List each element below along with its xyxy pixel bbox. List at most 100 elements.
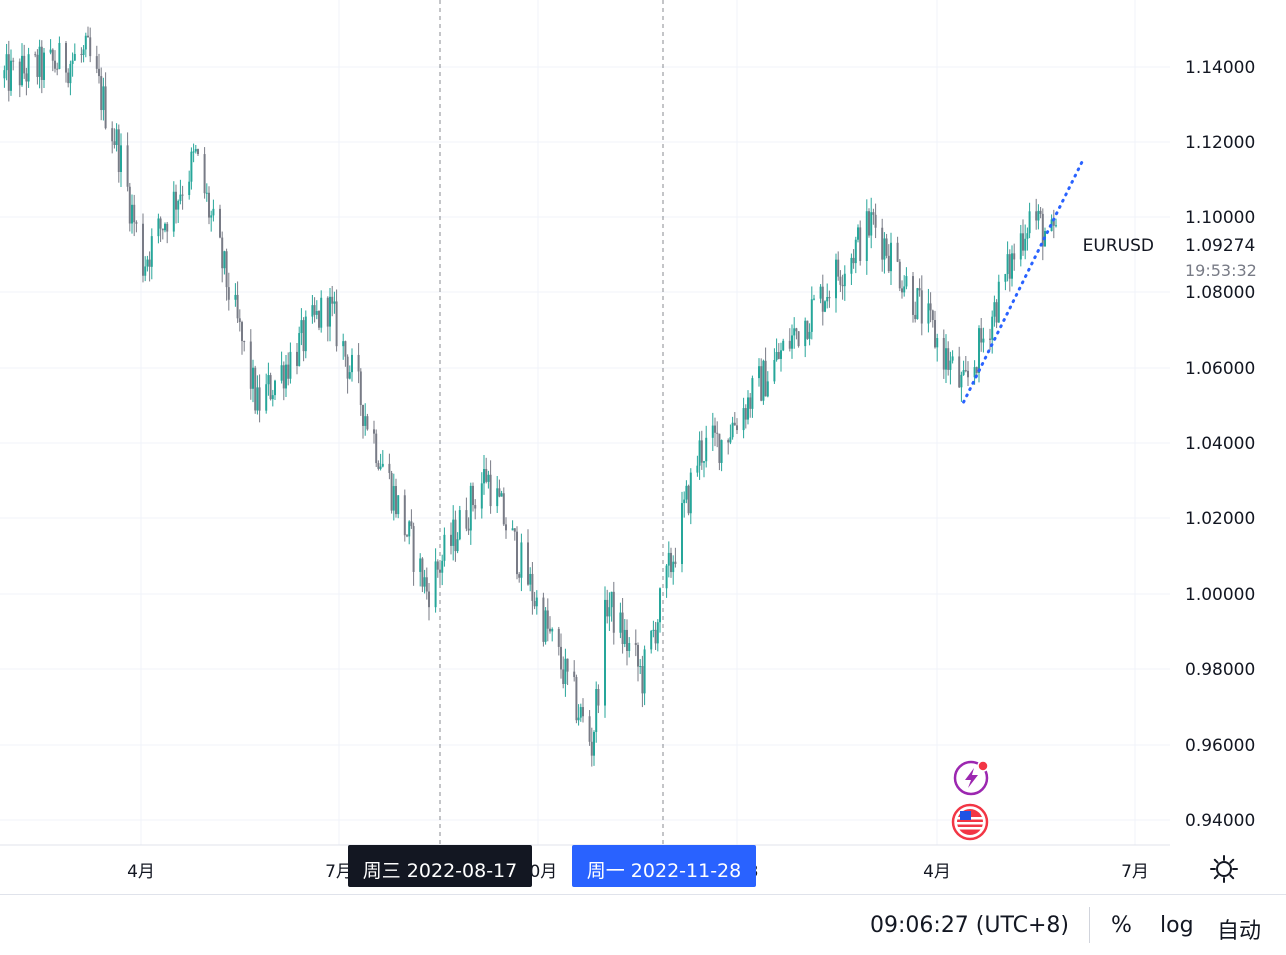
candle bbox=[964, 356, 967, 373]
candle bbox=[718, 433, 721, 471]
candle bbox=[593, 730, 595, 766]
candle bbox=[205, 183, 208, 202]
candle bbox=[588, 710, 591, 746]
log-scale-button[interactable]: log bbox=[1160, 913, 1194, 938]
clock-timezone-button[interactable]: 09:06:27 (UTC+8) bbox=[870, 913, 1070, 938]
candle bbox=[698, 431, 701, 480]
candle bbox=[227, 272, 230, 311]
candle bbox=[265, 373, 268, 414]
candle bbox=[54, 50, 56, 73]
candle bbox=[225, 248, 228, 301]
candle bbox=[1026, 227, 1029, 251]
candle bbox=[1008, 249, 1011, 292]
candle bbox=[760, 358, 763, 402]
candle bbox=[727, 438, 730, 455]
candle bbox=[142, 213, 144, 283]
candle bbox=[980, 317, 983, 352]
candle bbox=[95, 45, 98, 74]
candle bbox=[641, 655, 644, 708]
candle bbox=[71, 52, 74, 77]
candle bbox=[10, 49, 12, 96]
candle bbox=[681, 491, 683, 573]
trend-line[interactable] bbox=[962, 159, 1084, 404]
price-tick-label: 1.10000 bbox=[1185, 208, 1255, 228]
candle bbox=[835, 253, 837, 313]
candle bbox=[450, 522, 452, 555]
candle bbox=[513, 528, 516, 541]
candle bbox=[731, 416, 734, 440]
candle bbox=[667, 541, 670, 578]
candle bbox=[628, 637, 631, 658]
candle bbox=[927, 288, 930, 333]
candle bbox=[113, 128, 116, 149]
candle bbox=[120, 133, 122, 188]
crosshair-date-labels: 周三 2022-08-17 周一 2022-11-28 bbox=[348, 845, 756, 887]
candle bbox=[452, 505, 455, 561]
symbol-label: EURUSD bbox=[1083, 236, 1154, 256]
candle bbox=[172, 181, 175, 237]
candle bbox=[1035, 198, 1038, 230]
candle bbox=[221, 231, 224, 283]
date-label-2: 周一 2022-11-28 bbox=[572, 845, 756, 887]
candle bbox=[962, 360, 965, 376]
candle bbox=[916, 287, 919, 320]
time-tick-label: 7月 bbox=[325, 862, 353, 882]
candle bbox=[518, 572, 521, 583]
candle bbox=[766, 371, 769, 398]
candle bbox=[126, 132, 129, 192]
candle bbox=[388, 453, 391, 480]
chart-settings-icon[interactable] bbox=[1210, 855, 1238, 883]
candle bbox=[989, 328, 991, 350]
candle bbox=[351, 348, 353, 382]
candle bbox=[406, 534, 408, 538]
candle bbox=[434, 548, 437, 613]
price-chart[interactable]: 1.14000 1.12000 1.10000 1.08000 1.06000 1.040… bbox=[0, 0, 1286, 894]
price-axis: 1.14000 1.12000 1.10000 1.08000 1.06000 1.040… bbox=[1185, 58, 1255, 831]
candle bbox=[865, 199, 868, 275]
candle bbox=[531, 562, 534, 615]
candle bbox=[331, 285, 334, 317]
candle bbox=[582, 698, 584, 723]
candle bbox=[271, 389, 274, 407]
candle bbox=[758, 358, 760, 387]
candle bbox=[967, 361, 969, 387]
candle bbox=[951, 350, 954, 364]
candle bbox=[236, 281, 239, 323]
candle bbox=[425, 567, 428, 600]
candle bbox=[595, 681, 598, 743]
candle bbox=[806, 320, 809, 340]
auto-scale-button[interactable]: 自动 bbox=[1217, 919, 1262, 944]
candle bbox=[995, 299, 998, 329]
candle bbox=[51, 48, 54, 72]
time-tick-label: 7月 bbox=[1121, 862, 1149, 882]
price-tick-label: 1.14000 bbox=[1185, 58, 1255, 78]
candle bbox=[672, 555, 675, 585]
candle bbox=[159, 216, 162, 242]
candle bbox=[146, 255, 149, 272]
candle bbox=[1024, 224, 1027, 260]
candle bbox=[397, 495, 400, 519]
candle bbox=[942, 329, 945, 379]
flash-icon[interactable] bbox=[953, 760, 989, 796]
candle bbox=[117, 124, 120, 183]
candle bbox=[516, 526, 518, 580]
candle bbox=[25, 67, 28, 96]
candle bbox=[621, 598, 624, 654]
us-flag-icon[interactable] bbox=[951, 803, 989, 841]
candle bbox=[133, 194, 136, 237]
candle bbox=[5, 43, 8, 81]
candle bbox=[485, 457, 488, 484]
crosshair-lines bbox=[439, 0, 664, 845]
candle bbox=[685, 480, 688, 504]
candle bbox=[357, 343, 360, 384]
candle bbox=[973, 360, 976, 385]
percent-scale-button[interactable]: % bbox=[1111, 913, 1132, 938]
candle bbox=[313, 297, 316, 323]
candle bbox=[714, 417, 716, 447]
candle bbox=[612, 581, 615, 645]
candle bbox=[705, 425, 708, 468]
candle bbox=[287, 352, 290, 386]
candle bbox=[164, 222, 166, 233]
candle bbox=[212, 199, 215, 222]
candle bbox=[56, 62, 59, 76]
